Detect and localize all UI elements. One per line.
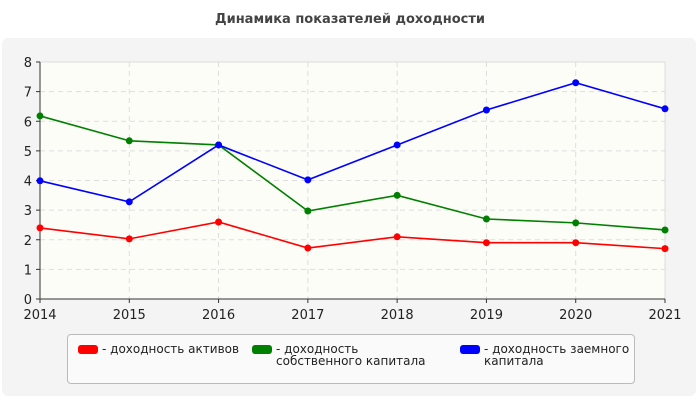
data-point-2 — [304, 176, 312, 184]
plot-area — [39, 61, 666, 300]
legend-label: - доходность собственного капитала — [276, 342, 426, 368]
data-point-1 — [304, 207, 312, 215]
series-line-1 — [39, 115, 666, 231]
data-point-0 — [304, 244, 312, 252]
y-tick-label: 3 — [24, 204, 32, 219]
y-tick-label: 2 — [24, 234, 32, 249]
legend-swatch — [252, 345, 272, 354]
data-point-1 — [661, 226, 669, 234]
data-point-0 — [572, 239, 580, 247]
x-tick-label: 2021 — [648, 308, 681, 323]
x-tick-label: 2015 — [113, 308, 146, 323]
data-point-1 — [572, 219, 580, 227]
x-tick-label: 2020 — [559, 308, 592, 323]
data-point-2 — [215, 141, 223, 149]
x-tick-label: 2014 — [23, 308, 56, 323]
data-point-0 — [661, 245, 669, 253]
legend-label: - доходность заемного капитала — [484, 342, 630, 368]
legend-item-equity: - доходность собственного капитала — [252, 343, 442, 367]
data-point-0 — [482, 239, 490, 247]
y-tick-label: 1 — [24, 263, 32, 278]
y-tick-label: 8 — [24, 56, 32, 71]
x-tick-label: 2019 — [470, 308, 503, 323]
x-tick-label: 2016 — [202, 308, 235, 323]
legend-label: - доходность активов — [102, 342, 240, 356]
chart-title: Динамика показателей доходности — [215, 12, 485, 27]
data-point-1 — [393, 191, 401, 199]
legend-swatch — [78, 345, 98, 354]
data-point-1 — [125, 137, 133, 145]
data-point-2 — [572, 79, 580, 87]
data-point-0 — [36, 224, 44, 232]
y-tick-label: 5 — [24, 145, 32, 160]
y-tick-label: 0 — [24, 293, 32, 308]
legend-swatch — [460, 345, 480, 354]
data-point-2 — [661, 105, 669, 113]
y-tick-label: 7 — [24, 86, 32, 101]
data-point-0 — [393, 233, 401, 241]
data-point-2 — [482, 106, 490, 114]
x-tick-label: 2018 — [381, 308, 414, 323]
data-point-1 — [36, 112, 44, 120]
series-line-0 — [39, 221, 666, 250]
y-tick-label: 4 — [24, 175, 32, 190]
data-point-0 — [215, 218, 223, 226]
data-point-1 — [482, 215, 490, 223]
data-point-0 — [125, 235, 133, 243]
data-point-2 — [393, 141, 401, 149]
legend-item-debt: - доходность заемного капитала — [460, 343, 630, 367]
x-tick-label: 2017 — [291, 308, 324, 323]
data-point-2 — [36, 177, 44, 185]
legend: - доходность активов - доходность собств… — [67, 334, 635, 384]
y-tick-label: 6 — [24, 115, 32, 130]
series-line-2 — [39, 81, 666, 203]
data-point-2 — [125, 198, 133, 206]
legend-item-assets: - доходность активов — [78, 343, 248, 355]
